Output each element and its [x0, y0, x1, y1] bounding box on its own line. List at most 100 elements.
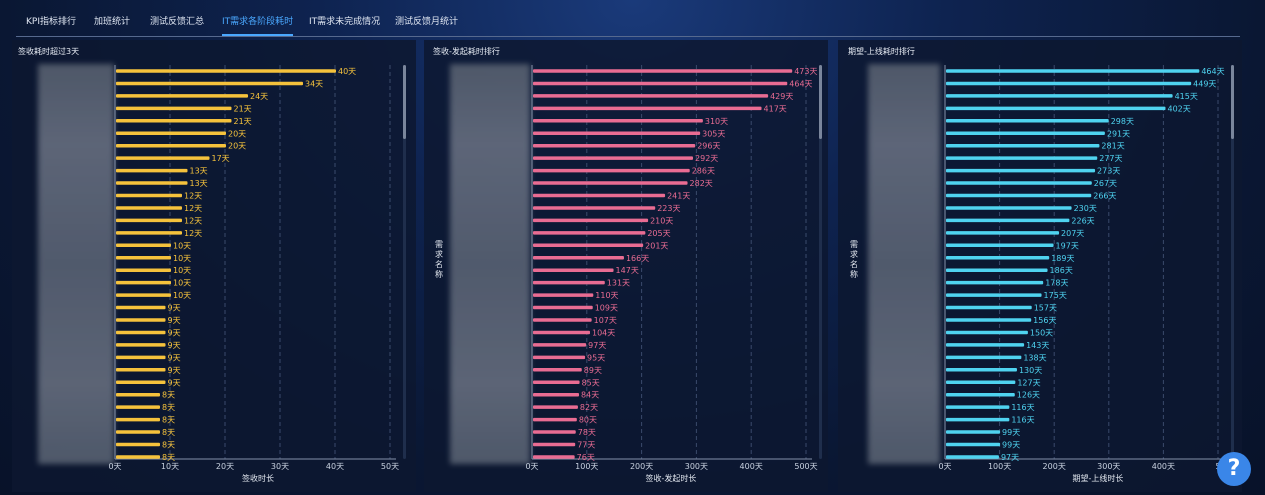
bar[interactable] — [946, 392, 1015, 397]
bar[interactable] — [946, 206, 1072, 210]
bar[interactable] — [116, 131, 226, 136]
bar[interactable] — [533, 430, 576, 434]
bar[interactable] — [116, 243, 171, 248]
bar[interactable] — [946, 256, 1050, 260]
bar[interactable] — [533, 218, 649, 223]
bar[interactable] — [116, 442, 160, 447]
bar[interactable] — [533, 81, 788, 86]
bar[interactable] — [533, 405, 578, 409]
bar[interactable] — [116, 193, 182, 198]
bar[interactable] — [533, 193, 666, 198]
bar[interactable] — [533, 355, 586, 360]
bar[interactable] — [946, 81, 1192, 86]
bar[interactable] — [533, 280, 605, 285]
tab-it-stage-duration[interactable]: IT需求各阶段耗时 — [222, 8, 294, 36]
bar[interactable] — [116, 355, 166, 360]
tab-kpi-ranking[interactable]: KPI指标排行 — [26, 17, 76, 27]
bar[interactable] — [116, 380, 166, 385]
bar[interactable] — [946, 143, 1100, 148]
bar[interactable] — [946, 268, 1048, 272]
bar[interactable] — [116, 81, 303, 86]
bar[interactable] — [533, 119, 703, 123]
bar[interactable] — [533, 168, 690, 173]
bar[interactable] — [116, 206, 182, 210]
scrollbar-handle[interactable] — [403, 65, 406, 139]
bar[interactable] — [116, 343, 166, 347]
bar[interactable] — [116, 69, 336, 73]
bar[interactable] — [533, 243, 644, 248]
bar[interactable] — [533, 156, 694, 160]
bar[interactable] — [116, 181, 188, 185]
bar[interactable] — [946, 330, 1028, 335]
bar[interactable] — [533, 305, 593, 310]
bar[interactable] — [116, 417, 160, 422]
tab-overtime-stats[interactable]: 加班统计 — [94, 17, 131, 27]
bar[interactable] — [116, 280, 171, 285]
bar[interactable] — [533, 143, 696, 148]
bar[interactable] — [946, 355, 1022, 360]
bar[interactable] — [116, 143, 226, 148]
bar[interactable] — [116, 156, 210, 160]
bar[interactable] — [946, 380, 1016, 385]
bar[interactable] — [533, 94, 769, 98]
bar[interactable] — [116, 392, 160, 397]
bar[interactable] — [946, 442, 1001, 447]
bar[interactable] — [533, 343, 587, 347]
tab-it-unfinished[interactable]: IT需求未完成情况 — [309, 17, 381, 27]
tab-test-feedback-summary[interactable]: 测试反馈汇总 — [150, 17, 205, 27]
bar[interactable] — [533, 268, 614, 272]
bar[interactable] — [946, 94, 1173, 98]
bar[interactable] — [116, 405, 160, 409]
bar[interactable] — [946, 368, 1017, 372]
bar[interactable] — [116, 218, 182, 223]
bar[interactable] — [533, 106, 762, 111]
bar[interactable] — [946, 69, 1200, 73]
bar[interactable] — [946, 305, 1032, 310]
bar[interactable] — [533, 417, 577, 422]
bar[interactable] — [533, 181, 688, 185]
bar[interactable] — [946, 181, 1092, 185]
bar[interactable] — [533, 293, 594, 297]
bar[interactable] — [946, 193, 1092, 198]
bar[interactable] — [533, 442, 576, 447]
bar[interactable] — [116, 168, 188, 173]
bar[interactable] — [946, 106, 1166, 111]
bar[interactable] — [946, 131, 1105, 136]
scrollbar-handle[interactable] — [819, 65, 822, 139]
help-button[interactable]: ? — [1217, 452, 1251, 486]
bar[interactable] — [946, 231, 1060, 235]
bar[interactable] — [533, 131, 701, 136]
bar[interactable] — [533, 206, 656, 210]
scrollbar-track[interactable] — [1231, 65, 1234, 459]
bar[interactable] — [946, 280, 1044, 285]
bar[interactable] — [116, 455, 160, 459]
bar[interactable] — [533, 392, 580, 397]
bar[interactable] — [946, 168, 1096, 173]
bar[interactable] — [116, 430, 160, 434]
bar[interactable] — [946, 405, 1010, 409]
bar[interactable] — [116, 318, 166, 322]
bar[interactable] — [533, 318, 592, 322]
bar[interactable] — [116, 94, 248, 98]
bar[interactable] — [533, 455, 575, 459]
bar[interactable] — [116, 119, 232, 123]
bar[interactable] — [116, 268, 171, 272]
bar[interactable] — [946, 243, 1054, 248]
bar[interactable] — [116, 368, 166, 372]
bar[interactable] — [946, 343, 1025, 347]
bar[interactable] — [533, 256, 624, 260]
scrollbar-track[interactable] — [403, 65, 406, 459]
bar[interactable] — [533, 368, 582, 372]
bar[interactable] — [116, 231, 182, 235]
bar[interactable] — [116, 256, 171, 260]
bar[interactable] — [533, 231, 646, 235]
bar[interactable] — [533, 69, 793, 73]
bar[interactable] — [946, 430, 1001, 434]
scrollbar-handle[interactable] — [1231, 65, 1234, 139]
bar[interactable] — [946, 293, 1042, 297]
bar[interactable] — [946, 119, 1109, 123]
bar[interactable] — [533, 330, 590, 335]
bar[interactable] — [116, 305, 166, 310]
bar[interactable] — [116, 293, 171, 297]
bar[interactable] — [116, 106, 232, 111]
